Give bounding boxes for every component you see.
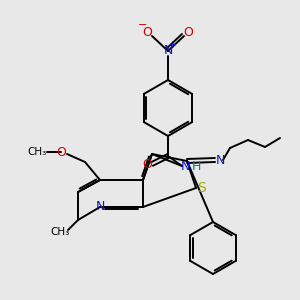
Text: N: N: [163, 44, 173, 58]
Text: CH₃: CH₃: [50, 227, 70, 237]
Text: N: N: [180, 160, 190, 172]
Text: N: N: [215, 154, 225, 166]
Text: H: H: [191, 160, 201, 172]
Text: O: O: [183, 26, 193, 38]
Text: O: O: [56, 146, 66, 158]
Text: −: −: [138, 20, 148, 30]
Text: O: O: [142, 26, 152, 38]
Text: S: S: [198, 181, 206, 195]
Text: O: O: [142, 158, 152, 172]
Text: CH₃: CH₃: [27, 147, 46, 157]
Text: +: +: [168, 40, 176, 50]
Text: N: N: [95, 200, 105, 214]
